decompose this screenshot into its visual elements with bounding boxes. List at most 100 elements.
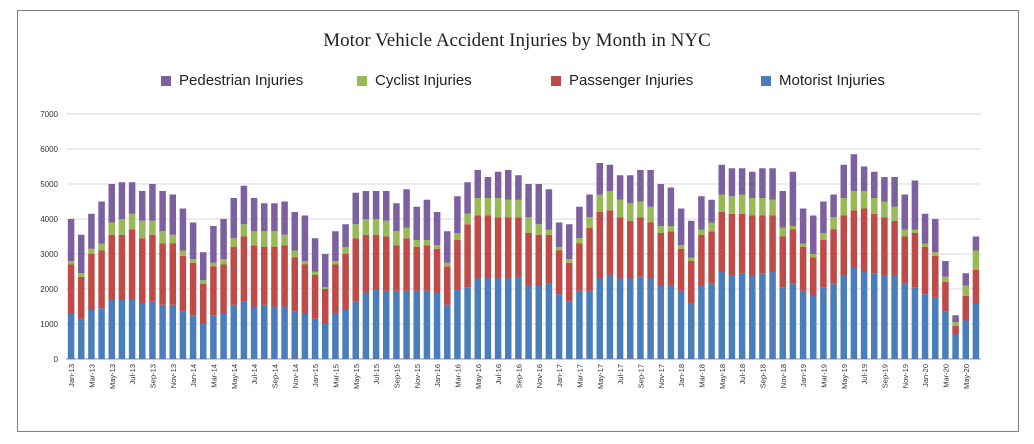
bar-segment bbox=[505, 199, 512, 218]
bar-segment bbox=[820, 201, 827, 233]
bar-segment bbox=[647, 278, 654, 359]
legend-label: Motorist Injuries bbox=[779, 72, 885, 89]
bar-segment bbox=[769, 271, 776, 359]
bar-segment bbox=[566, 224, 573, 260]
bar-segment bbox=[372, 219, 380, 235]
chart-title: Motor Vehicle Accident Injuries by Month… bbox=[323, 30, 711, 51]
legend-label: Pedestrian Injuries bbox=[179, 72, 304, 89]
bar-segment bbox=[555, 250, 563, 295]
bar-segment bbox=[169, 194, 177, 235]
bar-segment bbox=[718, 212, 726, 272]
bar-segment bbox=[871, 198, 878, 214]
legend-swatch bbox=[761, 75, 771, 86]
bar-segment bbox=[210, 262, 217, 267]
bar-segment bbox=[586, 227, 593, 291]
bar-segment bbox=[118, 219, 126, 235]
legend-swatch bbox=[161, 75, 171, 86]
bar-segment bbox=[179, 255, 187, 312]
bar-segment bbox=[67, 219, 75, 261]
bar-segment bbox=[261, 231, 268, 247]
bar-segment bbox=[728, 168, 736, 197]
bar-segment bbox=[901, 229, 909, 237]
bar-segment bbox=[810, 215, 817, 254]
y-tick-label: 0 bbox=[54, 355, 59, 364]
bar-segment bbox=[830, 217, 837, 230]
bar-segment bbox=[433, 248, 441, 293]
y-tick-label: 5000 bbox=[40, 180, 58, 189]
bar-segment bbox=[383, 191, 390, 221]
bar-segment bbox=[972, 269, 980, 303]
bar-segment bbox=[322, 287, 329, 289]
bar-segment bbox=[911, 233, 919, 288]
bar-segment bbox=[393, 231, 400, 246]
bar-segment bbox=[535, 234, 543, 286]
bar-segment bbox=[352, 192, 360, 225]
bar-segment bbox=[677, 248, 685, 291]
bar-segment bbox=[606, 164, 614, 191]
bar-segment bbox=[820, 287, 827, 359]
bar-segment bbox=[698, 285, 705, 359]
legend-item: Motorist Injuries bbox=[761, 72, 885, 89]
bar-segment bbox=[88, 248, 95, 254]
bar-segment bbox=[352, 301, 360, 359]
bar-segment bbox=[525, 184, 532, 218]
bar-segment bbox=[657, 285, 665, 359]
bar-segment bbox=[677, 290, 685, 359]
bar-segment bbox=[515, 175, 522, 200]
y-tick-label: 6000 bbox=[40, 145, 58, 154]
bar-segment bbox=[220, 219, 227, 260]
bar-segment bbox=[891, 220, 898, 275]
bar-segment bbox=[576, 290, 583, 359]
bar-segment bbox=[464, 224, 471, 288]
x-tick-label: May-19 bbox=[840, 364, 849, 389]
x-tick-label: Jul-14 bbox=[250, 364, 259, 384]
bar-segment bbox=[301, 215, 309, 261]
bar-segment bbox=[749, 171, 756, 198]
bar-segment bbox=[78, 273, 85, 277]
bar-segment bbox=[169, 243, 177, 305]
bar-segment bbox=[698, 229, 705, 235]
bar-segment bbox=[271, 306, 278, 359]
bar-segment bbox=[98, 308, 105, 359]
bar-segment bbox=[799, 247, 807, 291]
bar-segment bbox=[383, 220, 390, 237]
legend-item: Passenger Injuries bbox=[551, 72, 693, 89]
bar-segment bbox=[769, 168, 776, 200]
bar-segment bbox=[708, 283, 715, 359]
bar-segment bbox=[921, 213, 929, 244]
bar-segment bbox=[505, 217, 512, 279]
bar-segment bbox=[240, 301, 248, 359]
bar-segment bbox=[413, 240, 421, 247]
y-tick-label: 7000 bbox=[40, 110, 58, 119]
bar-segment bbox=[515, 276, 522, 359]
bar-segment bbox=[78, 234, 85, 274]
bar-segment bbox=[555, 294, 563, 359]
bar-segment bbox=[342, 310, 349, 359]
bar-segment bbox=[627, 175, 634, 204]
bar-segment bbox=[67, 264, 75, 314]
x-tick-label: Mar-14 bbox=[209, 364, 218, 388]
bar-segment bbox=[281, 306, 288, 359]
bar-segment bbox=[901, 236, 909, 284]
bar-segment bbox=[616, 175, 624, 200]
bar-segment bbox=[189, 315, 197, 359]
bar-segment bbox=[118, 234, 126, 300]
bar-segment bbox=[921, 294, 929, 359]
bar-segment bbox=[596, 278, 604, 359]
bar-segment bbox=[820, 233, 827, 240]
bar-segment bbox=[261, 304, 268, 359]
bar-segment bbox=[484, 278, 492, 359]
y-tick-label: 4000 bbox=[40, 215, 58, 224]
bar-segment bbox=[759, 198, 766, 216]
bar-segment bbox=[596, 212, 604, 279]
bar-segment bbox=[403, 189, 410, 228]
bar-segment bbox=[98, 250, 105, 309]
x-tick-label: Jul-13 bbox=[128, 364, 137, 384]
bar-segment bbox=[291, 212, 299, 251]
bar-segment bbox=[159, 243, 166, 305]
bar-segment bbox=[423, 245, 431, 291]
bar-segment bbox=[474, 198, 482, 216]
bar-segment bbox=[566, 259, 573, 263]
bar-segment bbox=[606, 210, 614, 275]
